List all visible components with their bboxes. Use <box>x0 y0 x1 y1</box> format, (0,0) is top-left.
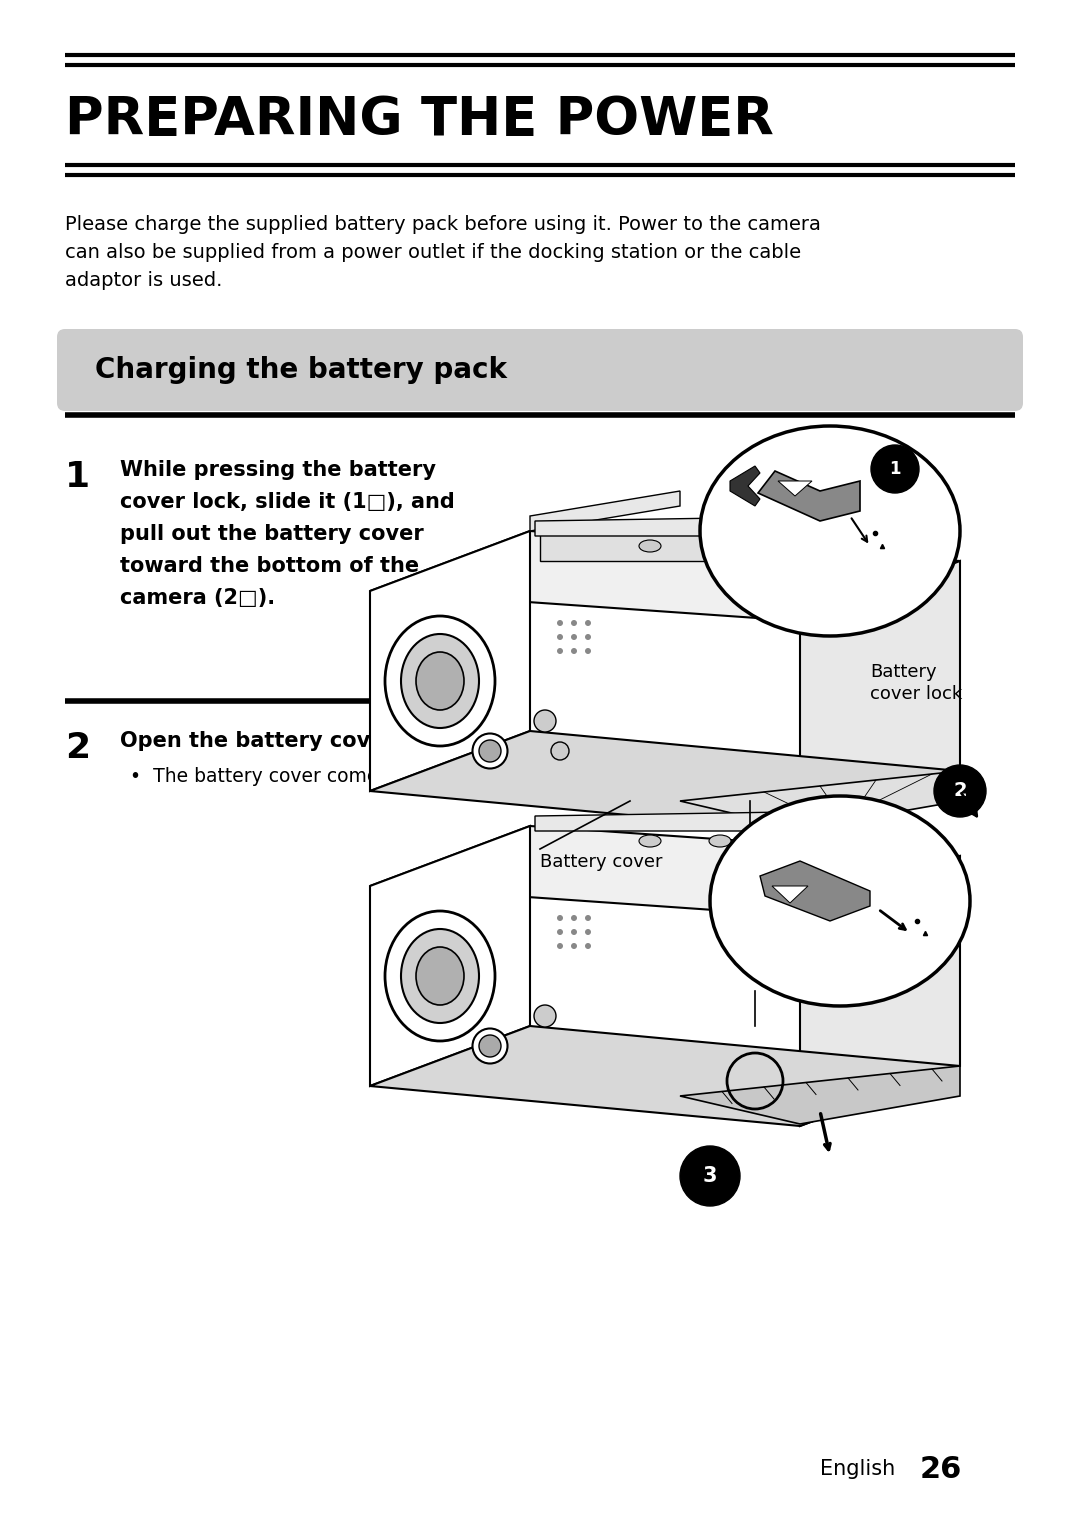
Ellipse shape <box>585 621 591 627</box>
Ellipse shape <box>401 634 480 729</box>
Polygon shape <box>680 1066 960 1124</box>
Polygon shape <box>535 516 850 535</box>
Polygon shape <box>730 465 760 506</box>
Ellipse shape <box>557 943 563 949</box>
Ellipse shape <box>384 911 495 1040</box>
Ellipse shape <box>571 634 577 640</box>
Text: English: English <box>820 1459 895 1478</box>
Ellipse shape <box>585 929 591 935</box>
Ellipse shape <box>639 540 661 552</box>
Polygon shape <box>778 481 812 496</box>
Ellipse shape <box>585 916 591 922</box>
Polygon shape <box>370 732 960 830</box>
Text: Open the battery cover (3□).: Open the battery cover (3□). <box>120 732 463 751</box>
Text: Battery cover: Battery cover <box>540 853 662 872</box>
Ellipse shape <box>416 653 464 710</box>
Ellipse shape <box>480 1034 501 1057</box>
Ellipse shape <box>571 621 577 627</box>
Ellipse shape <box>639 835 661 847</box>
Text: Charging the battery pack: Charging the battery pack <box>95 356 507 383</box>
Ellipse shape <box>710 795 970 1005</box>
Ellipse shape <box>480 741 501 762</box>
Polygon shape <box>370 826 530 1086</box>
Ellipse shape <box>571 943 577 949</box>
Text: Battery
cover lock: Battery cover lock <box>870 663 962 703</box>
Text: 1: 1 <box>65 459 90 494</box>
Text: 2: 2 <box>65 732 90 765</box>
Ellipse shape <box>557 916 563 922</box>
Text: While pressing the battery: While pressing the battery <box>120 459 436 481</box>
Ellipse shape <box>789 540 811 552</box>
Text: PREPARING THE POWER: PREPARING THE POWER <box>65 94 774 146</box>
Text: cover lock, slide it (1□), and: cover lock, slide it (1□), and <box>120 491 455 513</box>
Polygon shape <box>370 531 530 791</box>
Ellipse shape <box>473 1028 508 1063</box>
Ellipse shape <box>585 648 591 654</box>
Text: can also be supplied from a power outlet if the docking station or the cable: can also be supplied from a power outlet… <box>65 243 801 262</box>
Text: camera (2□).: camera (2□). <box>120 589 275 608</box>
Text: toward the bottom of the: toward the bottom of the <box>120 557 419 576</box>
Ellipse shape <box>859 540 881 552</box>
Polygon shape <box>530 491 680 531</box>
Ellipse shape <box>534 1005 556 1027</box>
Text: 3: 3 <box>703 1167 717 1186</box>
Ellipse shape <box>571 916 577 922</box>
Ellipse shape <box>585 634 591 640</box>
Ellipse shape <box>557 648 563 654</box>
Polygon shape <box>370 826 960 916</box>
Text: pull out the battery cover: pull out the battery cover <box>120 525 423 545</box>
Ellipse shape <box>416 948 464 1005</box>
Ellipse shape <box>708 540 731 552</box>
Ellipse shape <box>859 835 881 847</box>
Ellipse shape <box>551 742 569 760</box>
Ellipse shape <box>571 929 577 935</box>
Polygon shape <box>760 861 870 922</box>
Ellipse shape <box>571 648 577 654</box>
Polygon shape <box>680 771 960 829</box>
Circle shape <box>870 446 919 493</box>
FancyBboxPatch shape <box>57 329 1023 411</box>
Ellipse shape <box>789 835 811 847</box>
Ellipse shape <box>585 943 591 949</box>
Polygon shape <box>772 887 808 903</box>
Ellipse shape <box>708 835 731 847</box>
Text: 2: 2 <box>954 782 967 800</box>
Polygon shape <box>758 472 860 522</box>
Polygon shape <box>370 1027 960 1126</box>
Ellipse shape <box>557 929 563 935</box>
Polygon shape <box>540 531 760 561</box>
Ellipse shape <box>473 733 508 768</box>
Ellipse shape <box>557 621 563 627</box>
Polygon shape <box>535 811 850 830</box>
Polygon shape <box>800 561 960 830</box>
Text: Please charge the supplied battery pack before using it. Power to the camera: Please charge the supplied battery pack … <box>65 214 821 234</box>
Text: 26: 26 <box>920 1454 962 1483</box>
Text: •  The battery cover comes off.: • The battery cover comes off. <box>130 767 423 786</box>
Circle shape <box>934 765 986 817</box>
Polygon shape <box>370 531 960 621</box>
Ellipse shape <box>700 426 960 636</box>
Polygon shape <box>800 856 960 1126</box>
Ellipse shape <box>557 634 563 640</box>
Text: 1: 1 <box>889 459 901 478</box>
Circle shape <box>680 1145 740 1206</box>
Ellipse shape <box>384 616 495 745</box>
Text: adaptor is used.: adaptor is used. <box>65 271 222 291</box>
Ellipse shape <box>534 710 556 732</box>
Ellipse shape <box>401 929 480 1024</box>
